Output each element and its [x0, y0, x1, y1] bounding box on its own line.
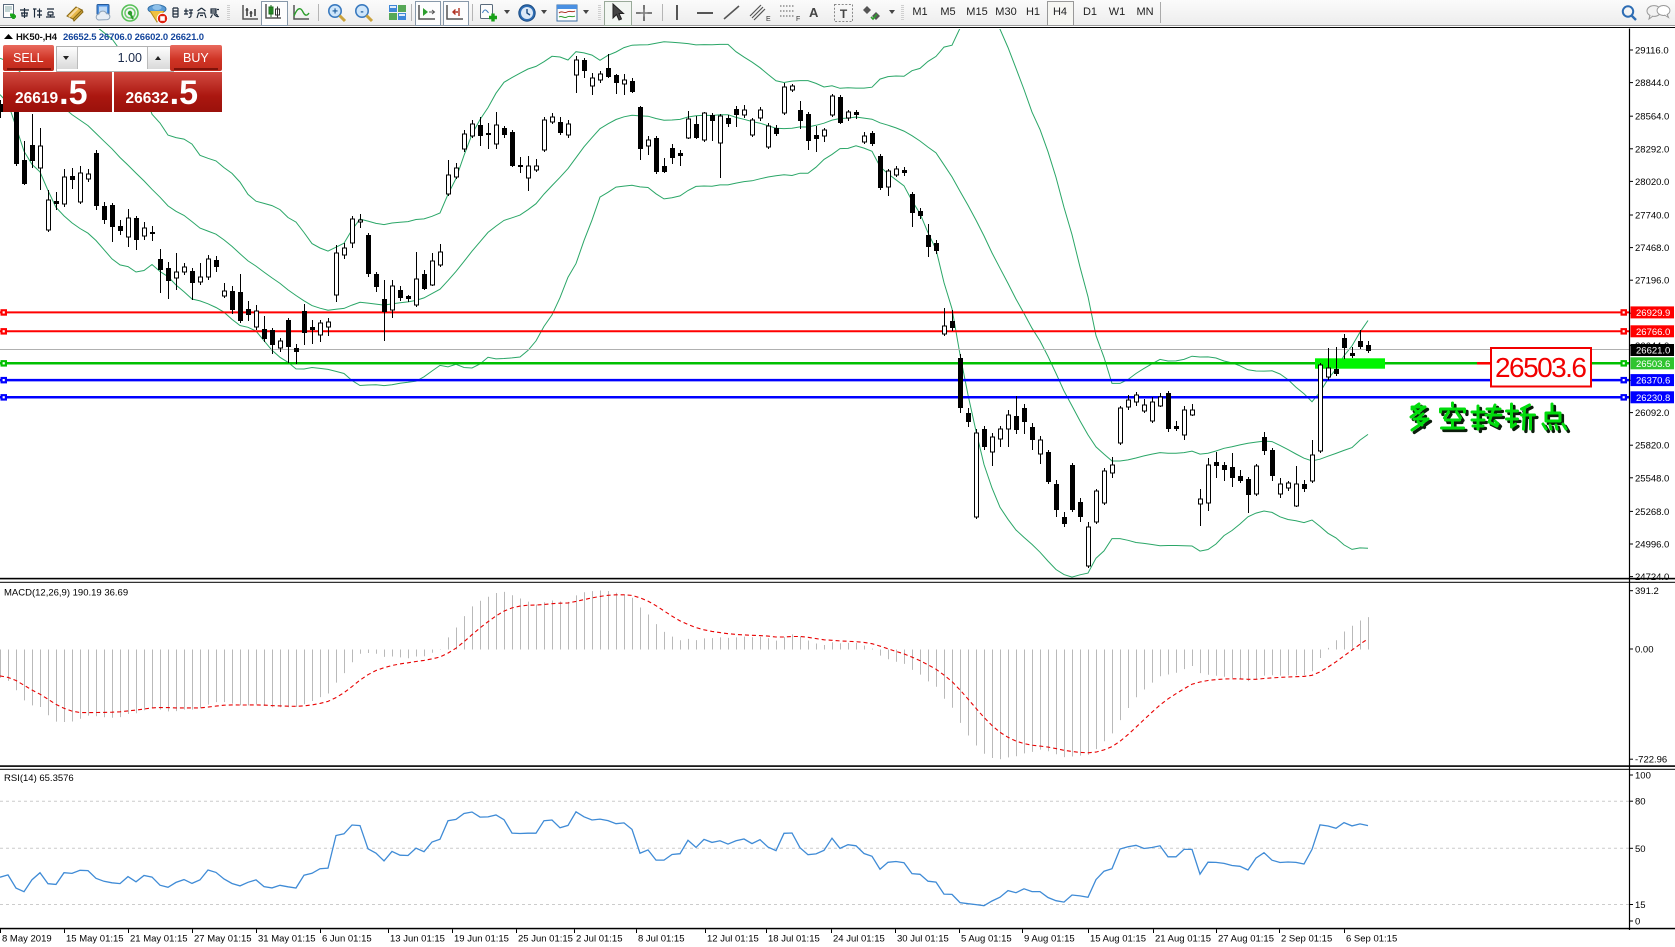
svg-text:0: 0	[1635, 917, 1640, 928]
svg-text:26092.0: 26092.0	[1635, 408, 1669, 419]
svg-text:26503.6: 26503.6	[1636, 359, 1670, 370]
svg-text:28564.0: 28564.0	[1635, 112, 1669, 123]
svg-text:2 Jul 01:15: 2 Jul 01:15	[576, 934, 622, 945]
svg-text:-: -	[360, 7, 363, 18]
svg-text:13 Jun 01:15: 13 Jun 01:15	[390, 934, 445, 945]
svg-text:25268.0: 25268.0	[1635, 507, 1669, 518]
svg-text:26621.0: 26621.0	[1636, 346, 1670, 357]
svg-text:21 May 01:15: 21 May 01:15	[130, 934, 188, 945]
svg-text:MACD(12,26,9) 190.19 36.69: MACD(12,26,9) 190.19 36.69	[4, 588, 128, 599]
svg-text:100: 100	[1635, 771, 1651, 782]
svg-text:0.00: 0.00	[1635, 645, 1654, 656]
svg-text:HK50-,H4: HK50-,H4	[16, 32, 58, 43]
svg-text:E: E	[766, 16, 771, 23]
svg-text:31 May 01:15: 31 May 01:15	[258, 934, 316, 945]
svg-text:25548.0: 25548.0	[1635, 473, 1669, 484]
svg-text:27 May 01:15: 27 May 01:15	[194, 934, 252, 945]
svg-text:26230.8: 26230.8	[1636, 393, 1670, 404]
svg-text:-722.96: -722.96	[1635, 755, 1667, 766]
svg-text:50: 50	[1635, 844, 1646, 855]
svg-text:29116.0: 29116.0	[1635, 46, 1669, 57]
svg-text:28844.0: 28844.0	[1635, 78, 1669, 89]
svg-text:80: 80	[1635, 797, 1646, 808]
svg-text:391.2: 391.2	[1635, 586, 1659, 597]
svg-text:24724.0: 24724.0	[1635, 572, 1669, 583]
svg-text:18 Jul 01:15: 18 Jul 01:15	[768, 934, 820, 945]
svg-text:15 Aug 01:15: 15 Aug 01:15	[1090, 934, 1146, 945]
svg-text:28292.0: 28292.0	[1635, 144, 1669, 155]
svg-text:26929.9: 26929.9	[1636, 308, 1670, 319]
svg-text:6 Sep 01:15: 6 Sep 01:15	[1346, 934, 1397, 945]
svg-text:26370.6: 26370.6	[1636, 376, 1670, 387]
svg-text:27 Aug 01:15: 27 Aug 01:15	[1218, 934, 1274, 945]
svg-text:9 Aug 01:15: 9 Aug 01:15	[1024, 934, 1075, 945]
svg-text:26503.6: 26503.6	[1495, 352, 1587, 383]
svg-text:+: +	[332, 7, 338, 18]
svg-text:8 Jul 01:15: 8 Jul 01:15	[638, 934, 684, 945]
svg-text:28020.0: 28020.0	[1635, 177, 1669, 188]
svg-text:24996.0: 24996.0	[1635, 540, 1669, 551]
svg-text:8 May 2019: 8 May 2019	[2, 934, 52, 945]
svg-text:27740.0: 27740.0	[1635, 211, 1669, 222]
svg-text:5 Aug 01:15: 5 Aug 01:15	[961, 934, 1012, 945]
svg-text:26652.5 26706.0 26602.0 26621.: 26652.5 26706.0 26602.0 26621.0	[63, 32, 204, 43]
svg-text:27196.0: 27196.0	[1635, 276, 1669, 287]
svg-text:15 May 01:15: 15 May 01:15	[66, 934, 124, 945]
svg-text:26766.0: 26766.0	[1636, 327, 1670, 338]
svg-text:2 Sep 01:15: 2 Sep 01:15	[1281, 934, 1332, 945]
svg-text:25820.0: 25820.0	[1635, 441, 1669, 452]
svg-text:27468.0: 27468.0	[1635, 243, 1669, 254]
svg-text:30 Jul 01:15: 30 Jul 01:15	[897, 934, 949, 945]
svg-text:RSI(14) 65.3576: RSI(14) 65.3576	[4, 773, 74, 784]
svg-text:6 Jun 01:15: 6 Jun 01:15	[322, 934, 372, 945]
svg-text:15: 15	[1635, 900, 1646, 911]
svg-text:F: F	[796, 16, 800, 23]
svg-text:24 Jul 01:15: 24 Jul 01:15	[833, 934, 885, 945]
svg-text:25 Jun 01:15: 25 Jun 01:15	[518, 934, 573, 945]
svg-text:19 Jun 01:15: 19 Jun 01:15	[454, 934, 509, 945]
svg-text:21 Aug 01:15: 21 Aug 01:15	[1155, 934, 1211, 945]
svg-text:T: T	[840, 7, 848, 21]
svg-text:12 Jul 01:15: 12 Jul 01:15	[707, 934, 759, 945]
